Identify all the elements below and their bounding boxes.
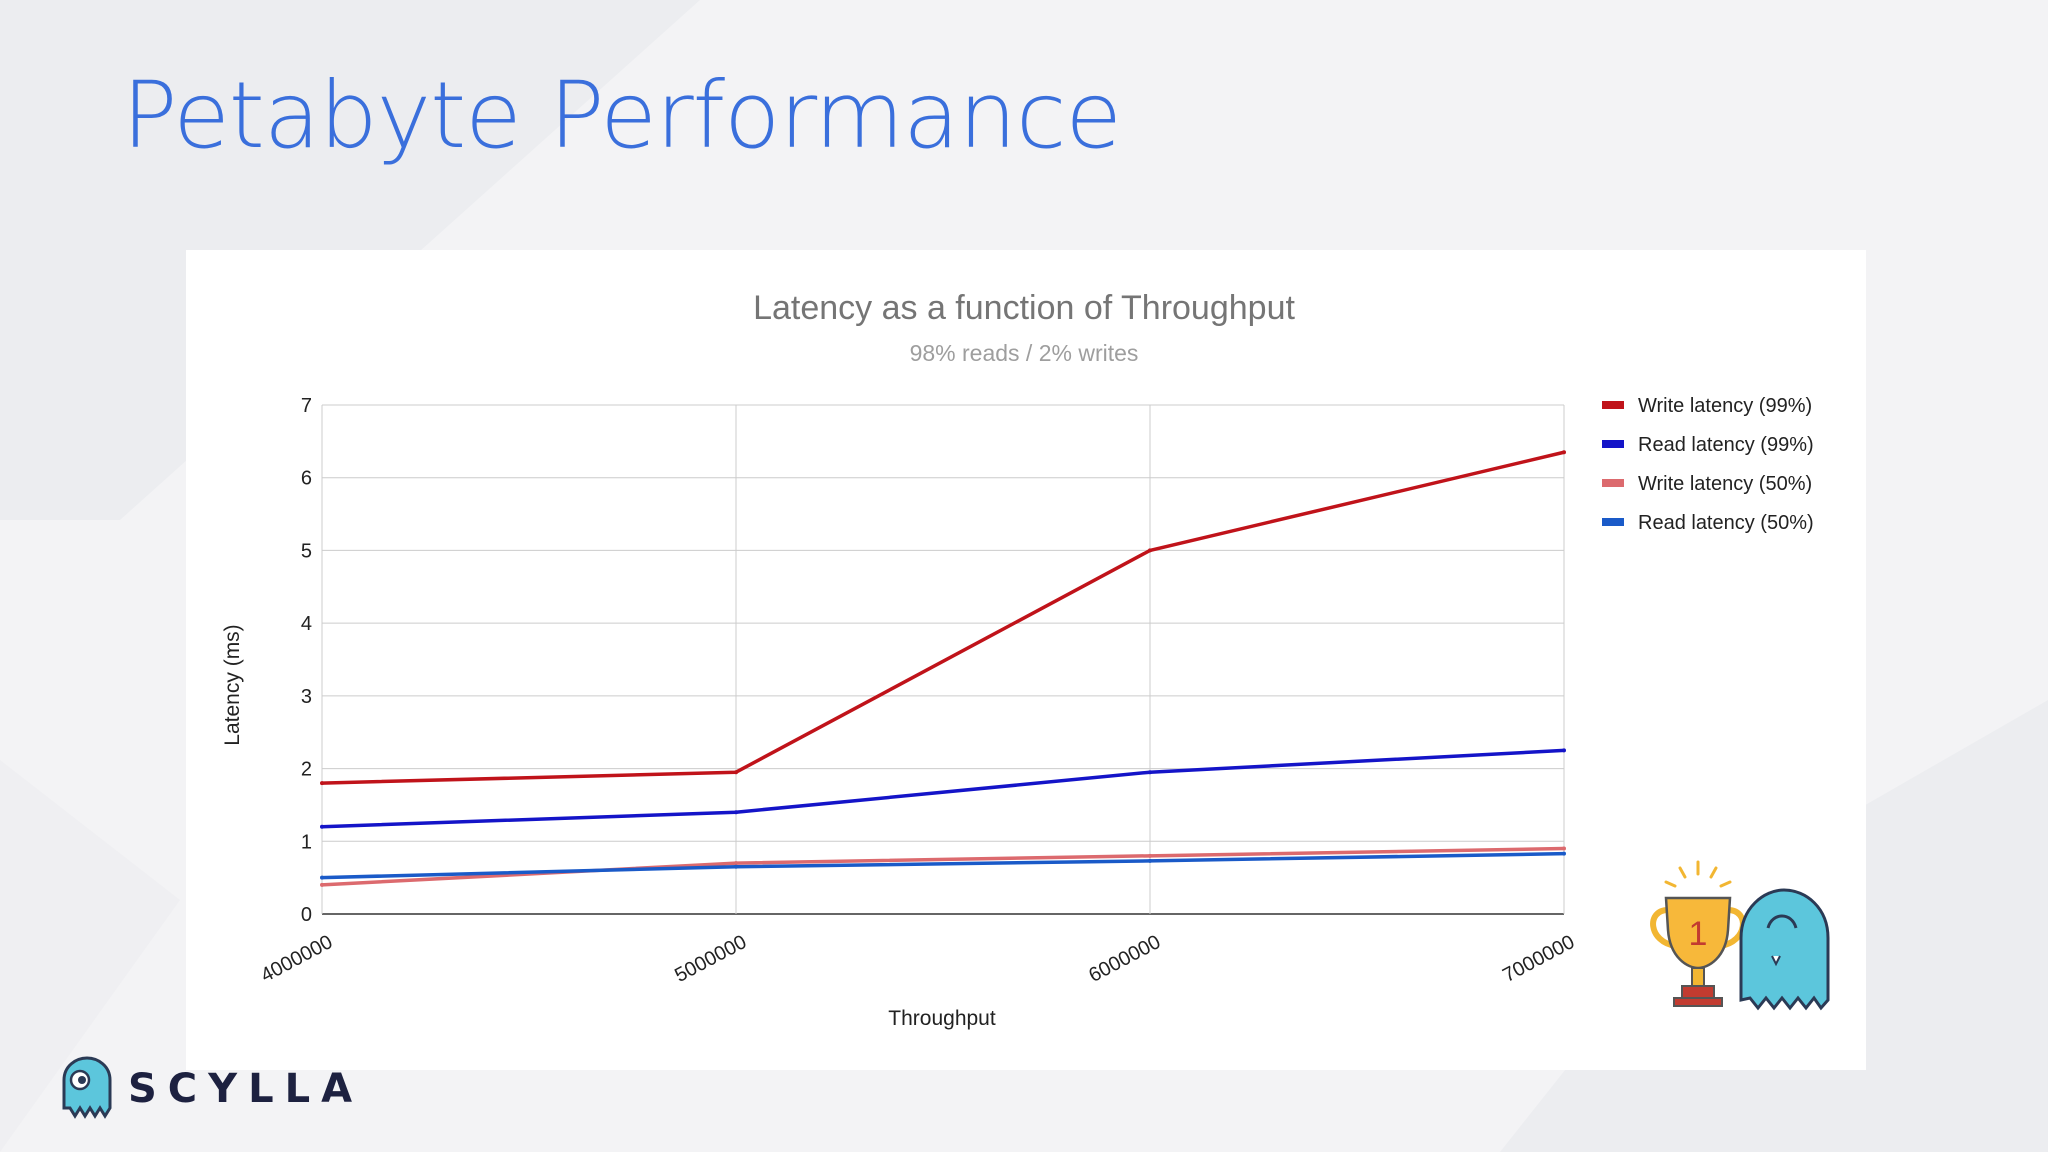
trophy-icon: 1 <box>1650 896 1746 1007</box>
brand-wordmark: SCYLLA <box>128 1066 364 1112</box>
series-line-2 <box>321 748 1565 829</box>
data-point <box>734 861 738 866</box>
data-point <box>1562 851 1566 856</box>
scylla-mascot-icon <box>62 1056 112 1119</box>
series-line-1 <box>321 450 1565 785</box>
data-point <box>1148 770 1152 775</box>
series-line-3 <box>321 846 1565 887</box>
chart-title: Latency as a function of Throughput <box>753 289 1295 327</box>
sparkle-icon <box>1664 860 1732 888</box>
data-point <box>1148 853 1152 858</box>
legend-label: Write latency (99%) <box>1638 395 1812 417</box>
y-tick-label: 6 <box>301 468 312 490</box>
trophy-rank: 1 <box>1689 915 1708 953</box>
x-tick-label: 6000000 <box>1085 931 1164 987</box>
y-tick-label: 4 <box>301 613 312 635</box>
legend-label: Read latency (99%) <box>1638 434 1814 456</box>
axis-layer: 0 1 2 3 4 5 6 7 4000000 5000000 6000000 7000000 <box>257 395 1578 987</box>
series-line-4 <box>321 851 1565 880</box>
y-tick-label: 5 <box>301 540 312 562</box>
data-point <box>320 875 324 880</box>
scylla-logo: SCYLLA <box>60 1056 363 1122</box>
y-tick-label: 7 <box>301 395 312 417</box>
latency-chart: Latency as a function of Throughput 98% … <box>221 289 1830 1030</box>
data-point <box>320 781 324 786</box>
x-tick-label: 4000000 <box>257 931 336 987</box>
y-tick-label: 0 <box>301 904 312 926</box>
chart-subtitle: 98% reads / 2% writes <box>910 340 1139 366</box>
x-tick-label: 7000000 <box>1499 931 1578 987</box>
data-point <box>1148 858 1152 863</box>
y-tick-label: 3 <box>301 686 312 708</box>
legend-label: Write latency (50%) <box>1638 473 1812 495</box>
legend-label: Read latency (50%) <box>1638 512 1814 534</box>
mascot-icon <box>1739 888 1830 1011</box>
y-tick-label: 1 <box>301 831 312 853</box>
y-axis-label: Latency (ms) <box>221 624 244 745</box>
legend-swatch <box>1602 479 1624 487</box>
data-point <box>1562 846 1566 851</box>
trophy-mascot-illustration: 1 <box>1650 860 1830 1011</box>
data-point <box>1148 548 1152 553</box>
legend-swatch <box>1602 440 1624 448</box>
data-point <box>734 864 738 869</box>
series-layer <box>320 450 1566 887</box>
y-tick-label: 2 <box>301 759 312 781</box>
data-point <box>320 882 324 887</box>
grid-layer <box>321 404 1565 915</box>
legend: Write latency (99%) Read latency (99%) Wri… <box>1602 395 1814 534</box>
data-point <box>734 770 738 775</box>
slide-title: Petabyte Performance <box>122 62 1122 169</box>
x-tick-label: 5000000 <box>671 931 750 987</box>
data-point <box>320 824 324 829</box>
data-point <box>1562 450 1566 455</box>
data-point <box>1562 748 1566 753</box>
legend-swatch <box>1602 518 1624 526</box>
data-point <box>734 810 738 815</box>
x-axis-label: Throughput <box>888 1007 996 1030</box>
chart-panel: Latency as a function of Throughput 98% … <box>186 250 1866 1070</box>
legend-swatch <box>1602 401 1624 409</box>
